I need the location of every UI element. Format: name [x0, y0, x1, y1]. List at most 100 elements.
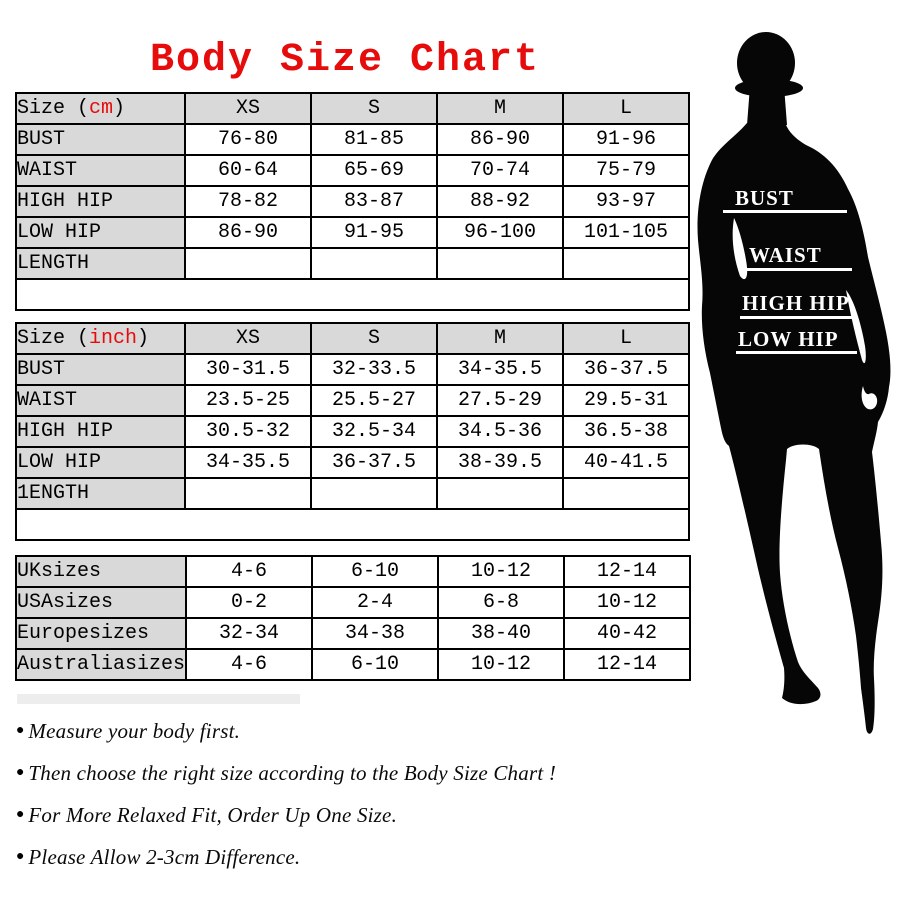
- note-item: ● For More Relaxed Fit, Order Up One Size…: [16, 794, 556, 836]
- measurement-notes: ● Measure your body first. ● Then choose t…: [16, 710, 556, 878]
- bullet-icon: ●: [16, 723, 25, 739]
- row-label-cell: WAIST: [15, 384, 186, 417]
- value-cell: 76-80: [184, 123, 312, 156]
- value-cell: 40-41.5: [562, 446, 690, 479]
- value-cell: [436, 247, 564, 280]
- size-column-header: XS: [184, 322, 312, 355]
- row-label-cell: USAsizes: [14, 586, 188, 619]
- row-label-cell: Europesizes: [14, 617, 188, 650]
- value-cell: 23.5-25: [184, 384, 312, 417]
- value-cell: 93-97: [562, 185, 690, 218]
- value-cell: 2-4: [311, 586, 440, 619]
- table-row: WAIST 60-64 65-69 70-74 75-79: [15, 154, 690, 187]
- size-column-header: XS: [184, 92, 312, 125]
- value-cell: 6-8: [437, 586, 566, 619]
- value-cell: 34-38: [311, 617, 440, 650]
- value-cell: 10-12: [437, 648, 566, 681]
- table-row: HIGH HIP 78-82 83-87 88-92 93-97: [15, 185, 690, 218]
- bullet-icon: ●: [16, 807, 25, 823]
- row-label-cell: UKsizes: [14, 555, 188, 588]
- value-cell: 38-39.5: [436, 446, 564, 479]
- figure-label-waist: WAIST: [749, 243, 822, 267]
- value-cell: 70-74: [436, 154, 564, 187]
- value-cell: 12-14: [563, 555, 692, 588]
- row-label: UKsizes: [18, 560, 184, 583]
- value-cell: 101-105: [562, 216, 690, 249]
- value-cell: 81-85: [310, 123, 438, 156]
- value-cell: 32-34: [185, 617, 314, 650]
- row-label-cell: HIGH HIP: [15, 185, 186, 218]
- value-cell: 83-87: [310, 185, 438, 218]
- table-header-row: Size (cm) XS S M L: [15, 92, 690, 125]
- header-label-suffix: ): [137, 327, 150, 350]
- row-label-cell: HIGH HIP: [15, 415, 186, 448]
- size-column-header: L: [562, 92, 690, 125]
- row-label-cell: WAIST: [15, 154, 186, 187]
- size-table-cm: Size (cm) XS S M L BUST 76-80 81-85 86-90 91-96 WA…: [15, 92, 690, 311]
- figure-underline-high-hip: [740, 316, 853, 319]
- value-cell: 96-100: [436, 216, 564, 249]
- value-cell: 34-35.5: [436, 353, 564, 386]
- figure-label-bust: BUST: [735, 186, 794, 210]
- region-label: Australia: [17, 653, 126, 676]
- sizes-word: sizes: [125, 653, 186, 676]
- table-row: USAsizes 0-2 2-4 6-8 10-12: [14, 586, 692, 619]
- bullet-icon: ●: [16, 765, 25, 781]
- note-text: For More Relaxed Fit, Order Up One Size.: [28, 802, 398, 827]
- note-item: ● Please Allow 2-3cm Difference.: [16, 836, 556, 878]
- note-item: ● Then choose the right size according to…: [16, 752, 556, 794]
- note-item: ● Measure your body first.: [16, 710, 556, 752]
- body-silhouette-figure: [688, 28, 900, 740]
- note-text: Measure your body first.: [28, 718, 241, 743]
- value-cell: 0-2: [185, 586, 314, 619]
- size-column-header: S: [310, 92, 438, 125]
- size-table-inch: Size (inch) XS S M L BUST 30-31.5 32-33.5 34-35.…: [15, 322, 690, 541]
- value-cell: 38-40: [437, 617, 566, 650]
- value-cell: 6-10: [311, 648, 440, 681]
- value-cell: 91-95: [310, 216, 438, 249]
- value-cell: [310, 247, 438, 280]
- row-label-cell: LOW HIP: [15, 216, 186, 249]
- table-row: 1ENGTH: [15, 477, 690, 510]
- row-label: Europesizes: [18, 622, 184, 645]
- print-artifact-strip: [17, 694, 300, 704]
- row-label-cell: BUST: [15, 353, 186, 386]
- region-label: USA: [17, 591, 54, 614]
- empty-strip-cell: [15, 278, 690, 311]
- header-unit-accent: cm: [89, 97, 114, 120]
- value-cell: 4-6: [185, 555, 314, 588]
- row-label-cell: LENGTH: [15, 247, 186, 280]
- row-label-cell: 1ENGTH: [15, 477, 186, 510]
- table-row: LOW HIP 34-35.5 36-37.5 38-39.5 40-41.5: [15, 446, 690, 479]
- size-column-header: S: [310, 322, 438, 355]
- value-cell: 86-90: [436, 123, 564, 156]
- page-title: Body Size Chart: [149, 38, 541, 83]
- header-label-suffix: ): [113, 97, 126, 120]
- table-header-row: Size (inch) XS S M L: [15, 322, 690, 355]
- note-text: Then choose the right size according to …: [28, 760, 557, 785]
- value-cell: 32.5-34: [310, 415, 438, 448]
- table-row: BUST 76-80 81-85 86-90 91-96: [15, 123, 690, 156]
- empty-strip-row: [15, 278, 690, 311]
- value-cell: 91-96: [562, 123, 690, 156]
- figure-label-low-hip: LOW HIP: [738, 327, 839, 351]
- value-cell: 60-64: [184, 154, 312, 187]
- value-cell: 10-12: [563, 586, 692, 619]
- table-row: WAIST 23.5-25 25.5-27 27.5-29 29.5-31: [15, 384, 690, 417]
- value-cell: [436, 477, 564, 510]
- value-cell: 36.5-38: [562, 415, 690, 448]
- value-cell: 6-10: [311, 555, 440, 588]
- value-cell: 75-79: [562, 154, 690, 187]
- sizes-word: sizes: [89, 622, 150, 645]
- empty-strip-row: [15, 508, 690, 541]
- figure-underline-low-hip: [736, 351, 857, 354]
- table-row: BUST 30-31.5 32-33.5 34-35.5 36-37.5: [15, 353, 690, 386]
- value-cell: [562, 477, 690, 510]
- value-cell: 36-37.5: [310, 446, 438, 479]
- table-row: Europesizes 32-34 34-38 38-40 40-42: [14, 617, 692, 650]
- row-label-cell: LOW HIP: [15, 446, 186, 479]
- sizes-word: sizes: [41, 560, 102, 583]
- row-label-cell: Australiasizes: [14, 648, 188, 681]
- row-label: USAsizes: [17, 591, 184, 614]
- header-unit-accent: inch: [89, 327, 138, 350]
